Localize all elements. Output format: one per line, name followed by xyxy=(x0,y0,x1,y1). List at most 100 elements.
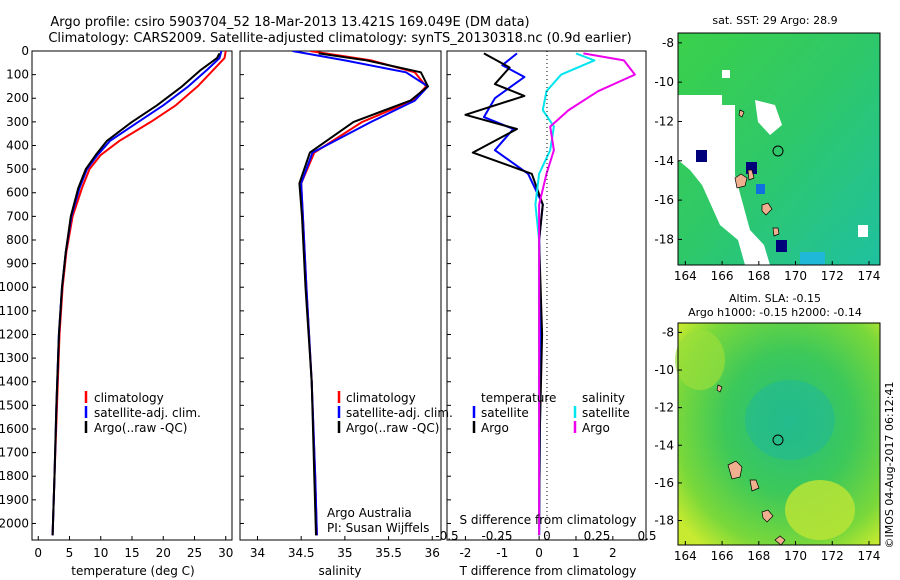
argo-float-marker xyxy=(772,145,784,157)
x-tick-label: 1 xyxy=(572,546,580,560)
x-tick-label: 15 xyxy=(124,546,139,560)
sst-cell-dark xyxy=(746,162,757,174)
sla-map-frame xyxy=(677,322,881,546)
salinity-series xyxy=(292,51,429,536)
map-lon-label: 170 xyxy=(784,269,807,283)
x-tick-label: 36 xyxy=(425,546,440,560)
map-lon-label: 168 xyxy=(747,549,770,563)
sla-high-anomaly xyxy=(675,330,725,390)
depth-tick-label: 1600 xyxy=(0,422,29,436)
depth-tick-label: 1000 xyxy=(0,280,29,294)
series-line-climatology xyxy=(300,51,428,536)
temperature-x-axis: 0 5 10 15 20 25 30 xyxy=(34,536,233,560)
s-diff-tick-label: -0.5 xyxy=(435,529,458,543)
map-lat-label: -8 xyxy=(662,36,674,50)
map-lat-label: -10 xyxy=(654,75,674,89)
legend-label-t-satellite: satellite xyxy=(481,406,529,420)
temperature-axis-label: temperature (deg C) xyxy=(71,564,194,578)
depth-tick-label: 400 xyxy=(6,138,29,152)
depth-tick-label: 2000 xyxy=(0,516,29,530)
s-diff-tick-label: 0.5 xyxy=(637,529,656,543)
legend-label-t-argo: Argo xyxy=(481,421,509,435)
s-diff-tick-label: 0.25 xyxy=(584,529,611,543)
depth-axis: 0 100 200 300 400 500 600 700 800 900 1000 1100 1200… xyxy=(0,44,451,530)
series-line-salinity-argo xyxy=(538,52,636,536)
x-tick-label: 34 xyxy=(250,546,265,560)
map-lat-label: -18 xyxy=(654,232,674,246)
legend-label-climatology: climatology xyxy=(346,391,416,405)
map-lat-label: -12 xyxy=(654,114,674,128)
salinity-x-axis: 34 34.5 35 35.5 36 xyxy=(250,536,440,560)
salinity-panel-frame xyxy=(239,50,442,541)
x-tick-label: 20 xyxy=(156,546,171,560)
map-lon-label: 166 xyxy=(711,269,734,283)
sst-map-axes: 164 166 168 170 172 174 -8 -10 -12 -14 -16 -18 xyxy=(654,36,880,283)
sst-map: sat. SST: 29 Argo: 28.9 164 166 168 170 172 1… xyxy=(654,14,881,283)
pi-label: PI: Susan Wijffels xyxy=(327,521,429,535)
sla-low-anomaly xyxy=(745,380,835,460)
legend-heading-salinity: salinity xyxy=(582,391,625,405)
argo-float-marker xyxy=(772,434,784,446)
map-lon-label: 172 xyxy=(821,549,844,563)
series-line-argo-raw-qc- xyxy=(298,52,429,536)
map-lat-label: -16 xyxy=(654,476,674,490)
legend-label-s-satellite: satellite xyxy=(582,406,630,420)
depth-tick-label: 200 xyxy=(6,91,29,105)
depth-tick-label: 800 xyxy=(6,233,29,247)
map-lon-label: 174 xyxy=(858,269,881,283)
series-line-temperature-argo xyxy=(464,52,544,536)
legend-label-argo: Argo(..raw -QC) xyxy=(346,421,439,435)
x-tick-label: -1 xyxy=(496,546,508,560)
sst-missing-data-area xyxy=(678,95,770,265)
x-tick-label: 0 xyxy=(34,546,42,560)
series-line-temperature-satellite xyxy=(482,52,544,536)
legend-label-satellite: satellite-adj. clim. xyxy=(346,406,453,420)
depth-tick-label: 1500 xyxy=(0,398,29,412)
sla-map-axes: 164 166 168 170 172 174 -8 -10 -12 -14 -16 -18 xyxy=(654,325,880,563)
sst-missing-data-area xyxy=(858,225,868,237)
series-line-argo-raw-qc- xyxy=(51,52,221,536)
map-lat-label: -12 xyxy=(654,401,674,415)
map-lon-label: 170 xyxy=(784,549,807,563)
legend-label-climatology: climatology xyxy=(94,391,164,405)
map-lat-label: -16 xyxy=(654,193,674,207)
t-difference-axis-label: T difference from climatology xyxy=(459,564,637,578)
sst-map-frame xyxy=(677,32,881,266)
series-line-salinity-satellite xyxy=(534,52,596,536)
map-lat-label: -14 xyxy=(654,154,674,168)
x-tick-label: 0 xyxy=(535,546,543,560)
figure-title-line2: Climatology: CARS2009. Satellite-adjuste… xyxy=(48,31,631,46)
vanuatu-islands xyxy=(734,109,780,237)
depth-tick-label: 900 xyxy=(6,257,29,271)
depth-tick-label: 1700 xyxy=(0,446,29,460)
depth-tick-label: 500 xyxy=(6,162,29,176)
series-line-satellite-adj-clim- xyxy=(51,51,223,536)
x-tick-label: -2 xyxy=(459,546,471,560)
difference-series xyxy=(464,52,636,536)
sla-map: Altim. SLA: -0.15 Argo h1000: -0.15 h200… xyxy=(654,292,881,563)
depth-tick-label: 600 xyxy=(6,186,29,200)
x-tick-label: 2 xyxy=(609,546,617,560)
map-lon-label: 168 xyxy=(747,269,770,283)
vanuatu-islands xyxy=(716,384,786,546)
map-lon-label: 164 xyxy=(674,549,697,563)
sst-cell-dark xyxy=(776,240,787,252)
map-lon-label: 172 xyxy=(821,269,844,283)
map-lat-label: -14 xyxy=(654,438,674,452)
map-lon-label: 164 xyxy=(674,269,697,283)
sst-cell-cyan xyxy=(800,252,825,265)
sst-missing-data-area xyxy=(722,70,730,78)
map-lat-label: -8 xyxy=(662,325,674,339)
depth-tick-label: 1900 xyxy=(0,493,29,507)
imos-credit: ©IMOS 04-Aug-2017 06:12:41 xyxy=(883,382,896,549)
map-lon-label: 174 xyxy=(858,549,881,563)
sst-map-title: sat. SST: 29 Argo: 28.9 xyxy=(712,14,837,27)
figure-title-line1: Argo profile: csiro 5903704_52 18-Mar-20… xyxy=(50,15,529,30)
x-tick-label: 35 xyxy=(337,546,352,560)
legend-label-argo: Argo(..raw -QC) xyxy=(94,421,187,435)
depth-tick-label: 300 xyxy=(6,115,29,129)
depth-tick-label: 1300 xyxy=(0,351,29,365)
temperature-legend: climatology satellite-adj. clim. Argo(..… xyxy=(84,391,201,435)
